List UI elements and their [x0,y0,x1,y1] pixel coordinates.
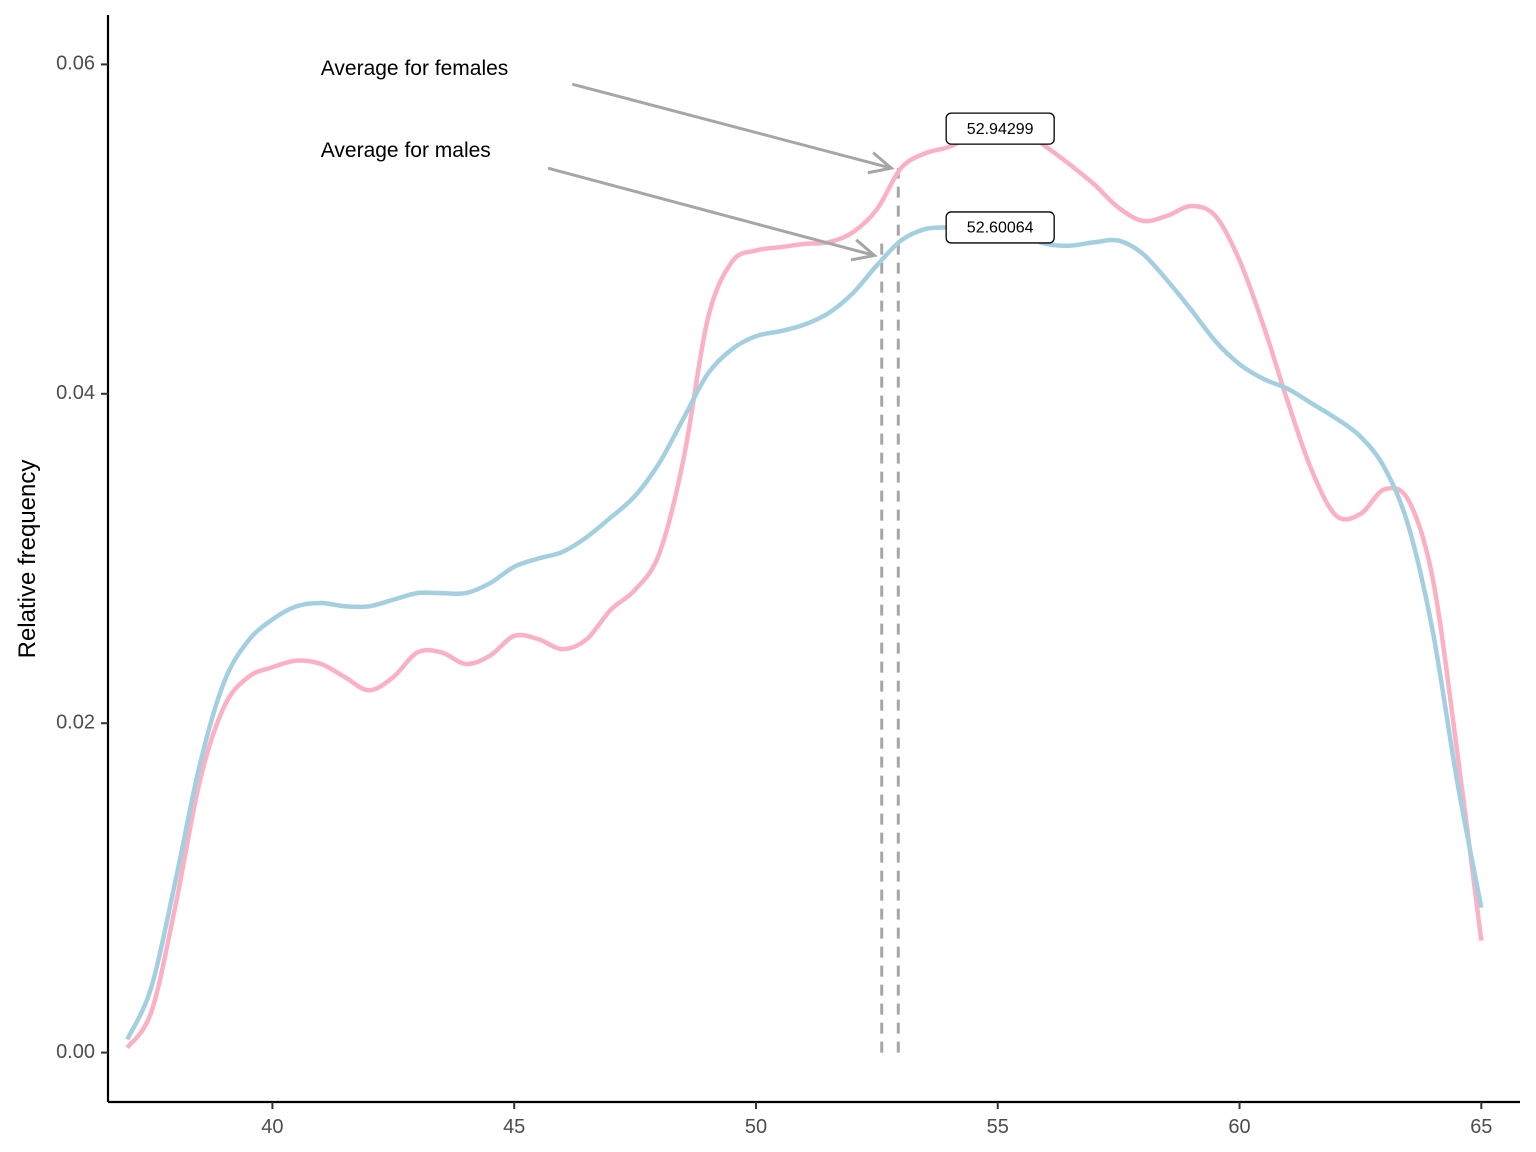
x-tick-label-65: 65 [1470,1116,1492,1138]
annotations-layer: Average for females Average for males [321,57,895,262]
value-label-box-2 [945,211,1055,244]
x-tick-label-55: 55 [987,1116,1009,1138]
x-tick-label-50: 50 [745,1116,767,1138]
annotation-arrow-line-1 [571,82,892,170]
y-tick-label-3: 0.06 [56,53,95,75]
axes-layer: 40 45 50 55 60 65 0.00 0.02 0.04 0.06 [56,15,1520,1138]
annotation-arrow-line-2 [547,166,875,257]
x-tick-label-40: 40 [261,1116,283,1138]
density-curve-1 [125,121,1484,1050]
annotation-arrow-head-2 [850,238,878,262]
annotation-arrow-head-1 [867,151,895,175]
y-tick-label-2: 0.04 [56,382,95,404]
x-tick-label-60: 60 [1228,1116,1250,1138]
mean-lines-layer [880,168,900,1053]
value-label-2: 52.60064 [967,220,1034,237]
y-axis-title: Relative frequency [14,460,41,659]
value-labels-layer: 52.94299 52.60064 [945,112,1055,244]
x-tick-label-45: 45 [503,1116,525,1138]
value-label-1: 52.94299 [967,121,1034,138]
annotation-text-2: Average for males [321,139,491,162]
y-tick-label-0: 0.00 [56,1041,95,1063]
density-curve-2 [125,225,1484,1041]
annotation-text-1: Average for females [321,57,509,80]
y-tick-label-1: 0.02 [56,711,95,733]
density-curves-layer [125,121,1484,1050]
value-label-box-1 [945,112,1055,145]
